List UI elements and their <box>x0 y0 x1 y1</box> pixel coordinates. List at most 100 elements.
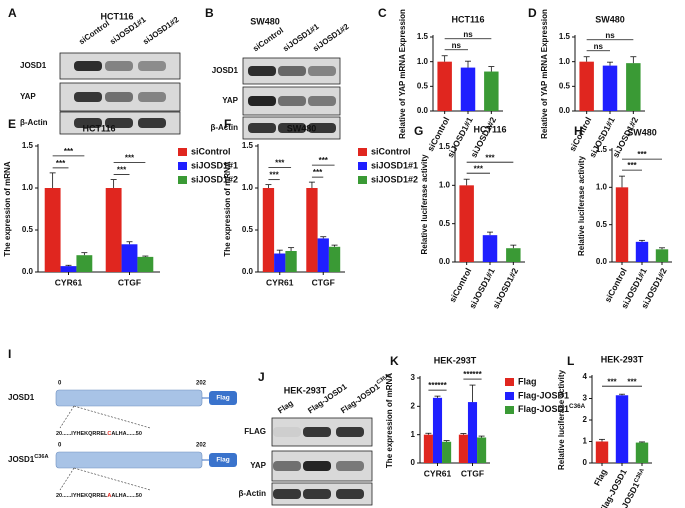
bar <box>137 256 154 272</box>
blot-band <box>278 123 306 133</box>
y-axis-label: The expression of mRNA <box>223 161 232 256</box>
y-tick-label: 0.0 <box>439 257 451 266</box>
error-bar <box>630 56 637 64</box>
error-bar <box>265 184 272 188</box>
bar <box>482 235 498 262</box>
significance-label: *** <box>485 153 495 162</box>
blot-band <box>308 96 336 106</box>
legend-label: siControl <box>371 146 411 156</box>
error-bar <box>583 56 590 62</box>
bar <box>437 61 452 111</box>
error-bar <box>441 55 448 62</box>
significance-label: *** <box>64 147 74 156</box>
error-bar <box>487 231 493 236</box>
significance-label: *** <box>637 150 647 159</box>
bar <box>317 238 329 272</box>
blot-band <box>248 96 276 106</box>
error-bar <box>65 264 72 267</box>
error-bar <box>425 432 432 435</box>
error-bar <box>639 239 645 242</box>
significance-label: *** <box>474 164 484 173</box>
bar <box>506 248 521 262</box>
bar <box>285 251 297 272</box>
y-tick-label: 1.0 <box>417 57 429 66</box>
bar <box>458 434 468 463</box>
lane-label: siControl <box>251 26 285 54</box>
construct-name: JOSD1C36A <box>8 454 49 464</box>
y-tick-label: 1 <box>411 430 416 439</box>
blot-band <box>74 92 102 102</box>
legend-swatch <box>505 378 514 386</box>
legend-swatch <box>505 392 514 400</box>
y-tick-label: 0.5 <box>596 220 608 229</box>
domain-bar <box>55 389 203 407</box>
panel-letter: F <box>224 117 231 131</box>
domain-end: 202 <box>196 381 207 387</box>
significance-label: *** <box>117 166 127 175</box>
sequence-part: A <box>107 493 111 499</box>
y-tick-label: 1 <box>583 437 588 446</box>
significance-label: ns <box>452 41 462 50</box>
bar <box>306 188 318 272</box>
blot-band <box>336 461 364 471</box>
chart-title: SW480 <box>287 123 317 133</box>
blot-band <box>273 489 301 499</box>
error-bar <box>510 244 517 249</box>
legend-label-main: Flag-JOSD1 <box>518 404 569 414</box>
y-tick-label: 0.0 <box>242 267 254 276</box>
row-label: YAP <box>250 461 266 470</box>
y-tick-label: 1.0 <box>596 182 608 191</box>
row-label: YAP <box>20 92 36 101</box>
panel-letter: E <box>8 117 16 131</box>
y-axis-label: Relative of YAP mRNA Expression <box>398 9 407 139</box>
y-axis-label: Relative luciferase activity <box>420 154 429 255</box>
bar <box>615 187 629 262</box>
y-tick-label: 0.5 <box>439 219 451 228</box>
blot-band <box>105 61 133 71</box>
y-tick-label: 1.0 <box>242 183 254 192</box>
panel-letter: C <box>378 6 387 20</box>
tag-label: Flag <box>216 457 229 464</box>
blot-band <box>308 66 336 76</box>
bar <box>442 441 452 463</box>
y-axis-label: The expression of mRNA <box>385 373 394 468</box>
bar <box>60 266 77 272</box>
bar <box>423 434 433 463</box>
legend-label: siJOSD1#2 <box>371 174 418 184</box>
sequence-part: ALHA......50 <box>111 431 142 437</box>
bar <box>635 241 649 262</box>
y-axis-label: The expression of mRNA <box>3 161 12 256</box>
bar <box>579 61 594 111</box>
y-tick-label: 1.5 <box>559 32 571 41</box>
y-tick-label: 0.0 <box>559 106 571 115</box>
blot-band <box>74 61 102 71</box>
legend-label: Flag-JOSD1 <box>518 390 569 400</box>
legend-label: siJOSD1#2 <box>191 174 238 184</box>
bar <box>467 402 478 463</box>
legend-swatch <box>505 406 514 414</box>
x-tick-label: CYR61 <box>266 277 294 287</box>
significance-label: *** <box>275 159 285 168</box>
domain-start: 0 <box>58 381 62 387</box>
sequence: 20......IYHEKQRRELAALHA......50 <box>56 493 142 499</box>
bar <box>121 244 138 272</box>
bar <box>635 442 649 463</box>
blot-band <box>303 461 331 471</box>
bar <box>484 71 499 111</box>
error-bar <box>331 244 338 247</box>
y-axis-label: Relative of YAP mRNA Expression <box>540 9 549 139</box>
blot-band <box>138 61 166 71</box>
error-bar <box>488 66 495 72</box>
y-tick-label: 1.5 <box>439 142 451 151</box>
error-bar <box>110 179 117 188</box>
panel-letter: A <box>8 6 17 20</box>
y-tick-label: 4 <box>583 372 588 381</box>
legend-swatch <box>178 176 187 184</box>
blot-band <box>138 92 166 102</box>
y-tick-label: 0.0 <box>596 257 608 266</box>
y-tick-label: 0.0 <box>417 106 429 115</box>
y-tick-label: 1.0 <box>559 57 571 66</box>
row-label: JOSD1 <box>20 61 47 70</box>
bar <box>274 253 286 272</box>
